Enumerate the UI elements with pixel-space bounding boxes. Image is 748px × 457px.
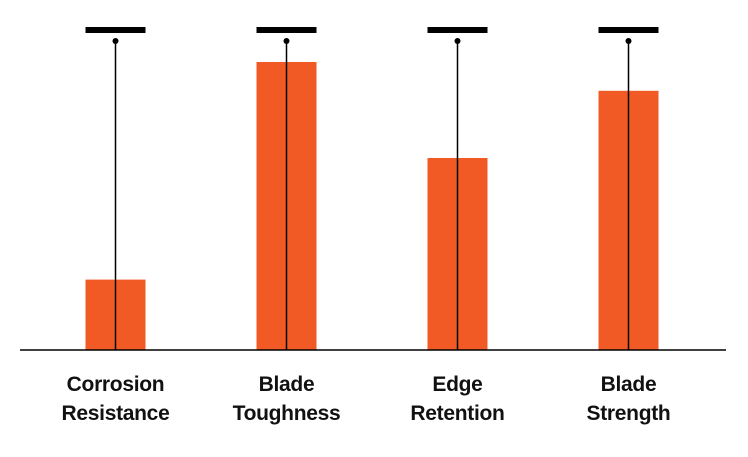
x-tick-label: Edge Retention [410, 373, 505, 425]
x-tick-label: Blade Toughness [232, 373, 341, 425]
x-tick-label: Corrosion Resistance [61, 373, 170, 425]
scale-dot [283, 38, 290, 44]
max-cap [598, 27, 659, 33]
max-cap [85, 27, 146, 33]
max-cap [256, 27, 317, 33]
scale-dot [625, 38, 632, 44]
max-cap [427, 27, 488, 33]
x-tick-label: Blade Strength [586, 373, 671, 425]
scale-dot [112, 38, 119, 44]
scale-dot [454, 38, 461, 44]
